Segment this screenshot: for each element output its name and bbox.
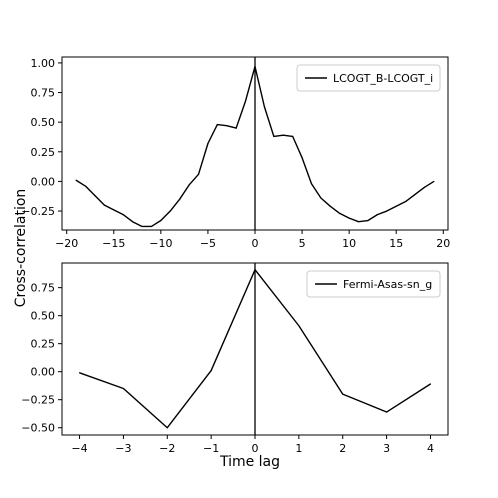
data-point — [78, 372, 81, 374]
x-tick-label: −10 — [149, 237, 172, 250]
data-point — [160, 219, 162, 222]
x-tick-label: −2 — [159, 442, 175, 455]
legend-box — [296, 64, 441, 92]
x-tick-label: 10 — [342, 237, 356, 250]
legend-label: LCOGT_B-LCOGT_i — [333, 72, 433, 85]
x-tick-label: 4 — [427, 442, 434, 455]
x-tick-label: −20 — [55, 237, 78, 250]
data-point — [395, 205, 397, 207]
data-point — [169, 210, 171, 212]
data-point — [84, 185, 87, 187]
data-point — [132, 221, 134, 223]
data-point — [103, 204, 105, 206]
data-point — [298, 325, 300, 327]
x-tick-label: −4 — [71, 442, 87, 455]
data-point — [376, 213, 378, 216]
y-tick-label: 0.75 — [31, 87, 56, 100]
x-axis-title: Time lag — [219, 454, 280, 470]
x-tick-label: 1 — [295, 442, 302, 455]
data-point — [385, 411, 388, 413]
data-point — [329, 205, 331, 207]
data-point — [226, 125, 228, 127]
x-tick-label: 5 — [299, 237, 306, 250]
data-point — [166, 427, 168, 429]
data-point — [122, 213, 124, 216]
data-point — [94, 195, 96, 197]
data-point — [254, 269, 256, 271]
x-tick-label: 20 — [436, 237, 450, 250]
y-tick-label: −0.25 — [21, 394, 55, 407]
data-point — [235, 127, 237, 129]
y-tick-label: 0.75 — [31, 282, 56, 295]
data-point — [207, 142, 209, 145]
x-tick-label: −15 — [102, 237, 125, 250]
data-point — [179, 198, 181, 200]
data-point — [216, 123, 218, 126]
y-tick-label: 0.25 — [31, 338, 56, 351]
y-tick-label: 0.00 — [31, 175, 56, 188]
y-axis-title: Cross-correlation — [13, 189, 29, 308]
data-point — [188, 184, 190, 186]
data-point — [386, 210, 388, 212]
data-point — [310, 183, 313, 185]
x-tick-label: 15 — [389, 237, 403, 250]
x-tick-label: 3 — [383, 442, 390, 455]
data-point — [342, 393, 344, 395]
data-point — [263, 106, 266, 108]
x-tick-label: −1 — [203, 442, 219, 455]
data-point — [423, 186, 426, 188]
y-tick-label: −0.50 — [21, 422, 55, 435]
data-point — [122, 387, 125, 390]
data-point — [197, 173, 200, 175]
y-tick-label: 0.50 — [31, 116, 56, 129]
data-point — [141, 225, 143, 228]
y-tick-label: 0.25 — [31, 146, 56, 159]
x-tick-label: −5 — [200, 237, 216, 250]
data-point — [273, 135, 275, 137]
data-point — [433, 180, 435, 183]
x-tick-label: 0 — [252, 237, 259, 250]
data-point — [320, 197, 322, 199]
data-point — [113, 209, 115, 211]
top-chart-panel: −20 −15 −10 −5 0 5 10 15 20 −0.25 0.00 0.25 0.50 0.75… — [21, 56, 450, 250]
data-point — [405, 200, 407, 203]
data-point — [210, 369, 212, 372]
y-tick-label: 0.00 — [31, 366, 56, 379]
data-point — [357, 221, 360, 223]
data-point — [429, 383, 432, 385]
data-point — [292, 135, 294, 137]
data-point — [282, 134, 284, 136]
data-point — [75, 179, 77, 181]
y-tick-label: 1.00 — [31, 57, 56, 70]
x-tick-label: −3 — [115, 442, 131, 455]
y-tick-label: 0.50 — [31, 310, 56, 323]
data-point — [348, 217, 350, 219]
data-point — [367, 219, 369, 222]
data-point — [301, 157, 303, 159]
x-tick-label: 0 — [252, 442, 259, 455]
data-point — [414, 193, 416, 196]
legend-label: Fermi-Asas-sn_g — [343, 278, 432, 291]
y-tick-label: −0.25 — [21, 205, 55, 218]
bottom-chart-panel: −4 −3 −2 −1 0 1 2 3 4 −0.50 −0.25 0.00 0.25 0.50 0.75 F… — [21, 262, 449, 455]
x-tick-label: 2 — [339, 442, 346, 455]
data-point — [339, 212, 341, 215]
data-point — [150, 225, 153, 228]
data-point — [254, 65, 256, 68]
legend-box — [306, 270, 441, 298]
data-point — [244, 100, 247, 102]
